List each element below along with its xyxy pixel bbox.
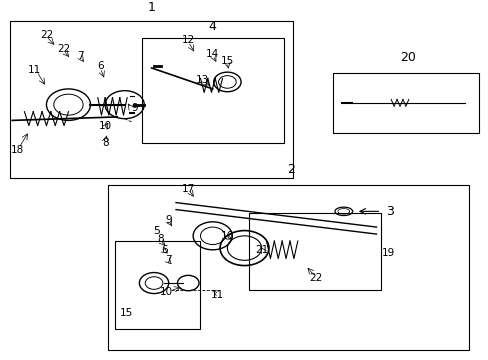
Text: 5: 5 [153, 226, 160, 236]
Text: 22: 22 [40, 30, 53, 40]
Bar [10, 21, 293, 178]
Text: 14: 14 [205, 49, 219, 59]
Text: 21: 21 [254, 245, 268, 255]
Text: 2: 2 [286, 163, 294, 176]
Text: 6: 6 [161, 245, 167, 255]
Bar [332, 73, 478, 132]
Bar [115, 241, 200, 329]
Text: 10: 10 [160, 287, 172, 297]
Text: 22: 22 [57, 44, 70, 54]
Bar [107, 185, 468, 350]
Text: 8: 8 [157, 234, 163, 244]
Text: 9: 9 [131, 103, 138, 113]
Bar [249, 213, 381, 290]
Text: 9: 9 [165, 215, 172, 225]
Text: 19: 19 [381, 248, 395, 258]
Text: 7: 7 [165, 255, 172, 265]
Text: 16: 16 [220, 231, 234, 241]
Text: 1: 1 [147, 1, 155, 14]
Text: 15: 15 [220, 56, 234, 66]
Text: 8: 8 [102, 138, 108, 148]
Bar [142, 38, 283, 143]
Text: 22: 22 [308, 273, 322, 283]
Text: 20: 20 [400, 51, 415, 64]
Text: 12: 12 [181, 35, 195, 45]
Text: 11: 11 [27, 65, 41, 75]
Text: 4: 4 [208, 20, 216, 33]
Text: 11: 11 [210, 290, 224, 300]
Text: 3: 3 [386, 205, 393, 218]
Text: 17: 17 [181, 184, 195, 194]
Text: 18: 18 [10, 145, 24, 155]
Text: 10: 10 [99, 121, 111, 131]
Text: 13: 13 [196, 75, 209, 85]
Text: 7: 7 [77, 51, 84, 61]
Text: 15: 15 [119, 308, 133, 318]
Text: 6: 6 [97, 61, 103, 71]
